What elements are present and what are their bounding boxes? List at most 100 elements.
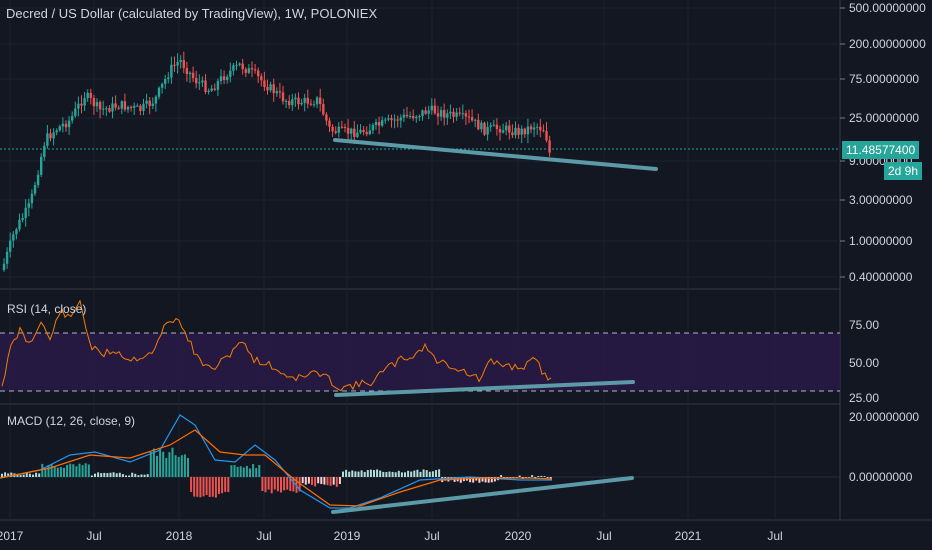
- macd-histogram-bar: [345, 469, 348, 477]
- macd-histogram-bar: [540, 475, 543, 477]
- macd-histogram-bar: [348, 471, 351, 477]
- macd-histogram-bar: [187, 457, 189, 477]
- candle-body: [281, 92, 285, 102]
- macd-histogram-bar: [94, 473, 96, 477]
- macd-histogram-bar: [273, 477, 276, 490]
- macd-histogram-bar: [35, 472, 38, 477]
- macd-histogram-bar: [177, 456, 180, 477]
- time-tick-label: Jul: [256, 529, 271, 543]
- macd-histogram-bar: [404, 472, 406, 477]
- time-tick-label: 2020: [505, 529, 532, 543]
- macd-histogram-bar: [304, 477, 307, 485]
- candles: [2, 51, 658, 272]
- candle-body: [213, 88, 216, 90]
- rsi-line: [1, 299, 552, 392]
- candle-body: [365, 132, 368, 135]
- candle-body: [157, 87, 161, 97]
- candle-body: [340, 126, 344, 128]
- candle-body: [83, 98, 86, 106]
- macd-histogram-bar: [50, 464, 53, 477]
- macd-histogram-bar: [323, 477, 326, 485]
- candle-body: [173, 64, 176, 66]
- macd-histogram-bar: [354, 471, 357, 477]
- candle-body: [257, 70, 260, 77]
- time-tick-label: 2021: [675, 529, 702, 543]
- candle-body: [393, 119, 396, 121]
- price-tick-label: 0.40000000: [849, 270, 913, 284]
- candle-body: [446, 113, 449, 118]
- macd-histogram-bar: [357, 471, 360, 477]
- macd-histogram-bar: [509, 477, 512, 478]
- macd-histogram-bar: [363, 471, 366, 477]
- candle-body: [216, 80, 220, 90]
- candle-body: [176, 61, 179, 66]
- candle-body: [529, 126, 533, 130]
- macd-histogram-bar: [472, 477, 475, 483]
- candle-body: [548, 140, 551, 153]
- candle-body: [505, 125, 508, 131]
- candle-body: [356, 132, 359, 137]
- candle-body: [443, 110, 446, 118]
- candle-body: [55, 130, 58, 133]
- macd-histogram-bar: [115, 473, 118, 477]
- candle-body: [461, 113, 464, 115]
- rsi-tick-label: 75.00: [849, 318, 879, 332]
- candle-body: [24, 207, 27, 218]
- candle-body: [439, 110, 443, 117]
- macd-histogram-bar: [394, 472, 397, 477]
- time-tick-label: Jul: [86, 529, 101, 543]
- macd-histogram-bar: [342, 471, 344, 477]
- candle-body: [250, 68, 254, 70]
- candle-body: [36, 174, 40, 186]
- macd-histogram-bar: [314, 477, 317, 487]
- candle-body: [523, 128, 526, 135]
- candle-body: [123, 101, 127, 110]
- candle-body: [61, 123, 65, 127]
- macd-histogram-bar: [438, 469, 441, 477]
- candle-body: [269, 84, 272, 91]
- macd-histogram-bar: [208, 477, 211, 497]
- macd-histogram-bar: [267, 477, 270, 490]
- macd-histogram-bar: [537, 476, 540, 477]
- candle-body: [433, 105, 437, 114]
- candle-body: [288, 101, 291, 106]
- candle-body: [167, 77, 170, 79]
- candle-body: [322, 103, 325, 115]
- macd-histogram-bar: [230, 465, 233, 477]
- macd-histogram-bar: [261, 477, 264, 491]
- macd-label: MACD (12, 26, close, 9): [7, 414, 136, 428]
- macd-histogram-bar: [4, 472, 7, 477]
- macd-histogram-bar: [425, 470, 428, 477]
- macd-histogram-bar: [292, 477, 295, 492]
- candle-body: [117, 107, 120, 109]
- candle-body: [142, 103, 145, 111]
- macd-histogram-bar: [211, 477, 214, 497]
- macd-histogram-bar: [140, 474, 143, 477]
- candle-body: [297, 97, 300, 105]
- candle-body: [98, 102, 102, 110]
- candle-body: [390, 118, 393, 121]
- price-tick-label: 1.00000000: [849, 234, 913, 248]
- macd-trendline: [331, 476, 634, 514]
- chart-title: Decred / US Dollar (calculated by Tradin…: [6, 6, 378, 21]
- macd-histogram-bar: [19, 474, 22, 477]
- macd-histogram-bar: [137, 475, 140, 477]
- candle-body: [185, 67, 189, 75]
- candle-body: [46, 133, 49, 146]
- candle-body: [275, 91, 278, 94]
- candle-body: [207, 90, 210, 92]
- candle-body: [328, 120, 331, 127]
- macd-histogram-bar: [320, 477, 323, 485]
- macd-histogram-bar: [87, 464, 90, 477]
- macd-histogram-bar: [174, 455, 177, 477]
- macd-histogram-bar: [301, 477, 304, 484]
- macd-histogram-bar: [44, 468, 47, 477]
- macd-histogram-bar: [156, 455, 158, 477]
- macd-tick-label: 0.00000000: [849, 470, 913, 484]
- macd-histogram-bar: [41, 463, 44, 477]
- candle-body: [402, 114, 406, 118]
- macd-histogram-bar: [106, 473, 109, 477]
- candle-body: [520, 128, 523, 135]
- candle-body: [362, 129, 365, 133]
- price-trendline: [333, 138, 658, 171]
